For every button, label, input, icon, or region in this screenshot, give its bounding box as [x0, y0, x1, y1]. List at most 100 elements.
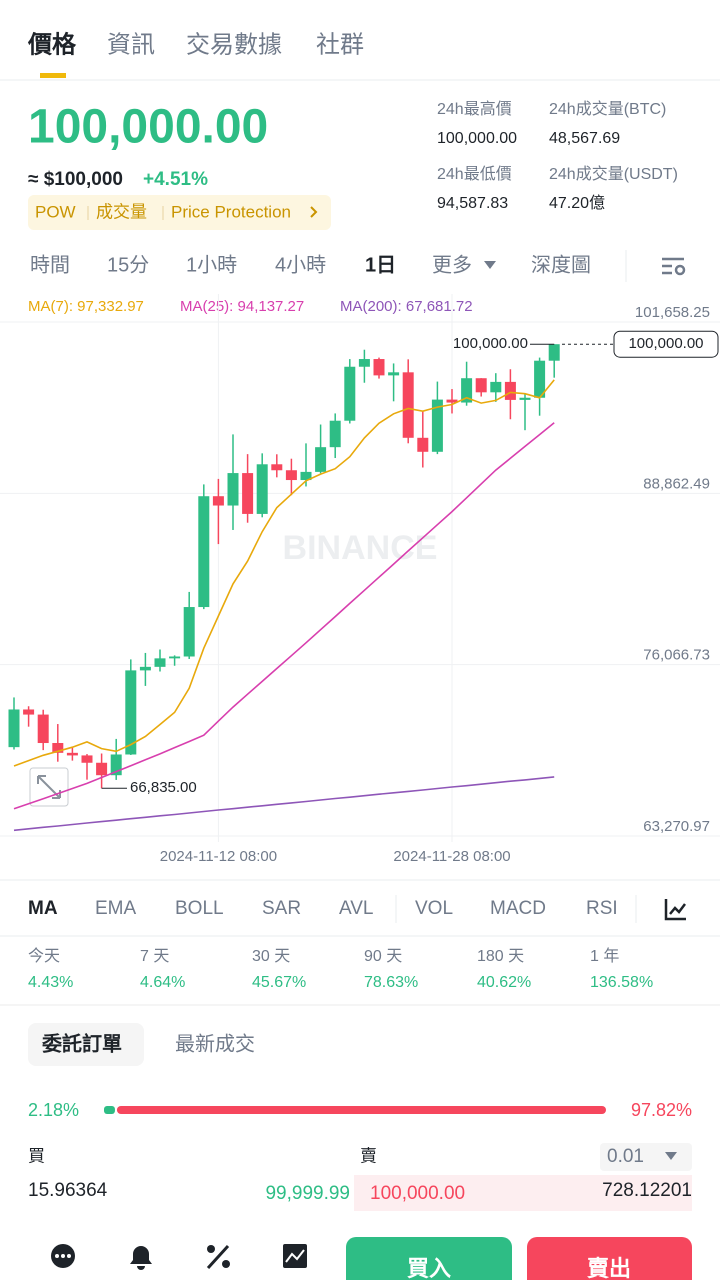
candle-body: [402, 372, 414, 438]
indicator[interactable]: EMA: [95, 898, 137, 919]
candle-body: [66, 752, 78, 756]
sell-button[interactable]: [527, 1237, 692, 1280]
candle-body: [300, 471, 312, 481]
interval[interactable]: 4小時: [275, 253, 326, 276]
ma-legend: MA(25): 94,137.27: [180, 298, 304, 315]
candle-body: [198, 496, 210, 608]
tab[interactable]: 價格: [27, 31, 77, 58]
sell-text[interactable]: 賣出: [587, 1256, 631, 1280]
candle-body: [52, 743, 64, 753]
candle-body: [548, 344, 560, 361]
tag-box[interactable]: [28, 195, 331, 230]
candle-body: [271, 464, 283, 471]
perf-period: 今天: [28, 947, 60, 965]
ma-line: [13, 422, 555, 810]
bid-qty: 15.96364: [28, 1180, 108, 1201]
more-icon[interactable]: [51, 1244, 75, 1268]
perf-period: 30 天: [252, 948, 290, 965]
stat-value: 94,587.83: [437, 195, 508, 212]
precision-box[interactable]: [600, 1143, 692, 1171]
interval[interactable]: 1小時: [186, 253, 237, 276]
candle-body: [388, 372, 400, 376]
stat-value: 100,000.00: [437, 130, 517, 147]
ask-qty: 728.12201: [602, 1180, 692, 1201]
candle-body: [212, 496, 224, 506]
dropdown-arrow: [484, 261, 496, 269]
ob-tab[interactable]: 委託訂單: [41, 1031, 122, 1055]
candle-body: [358, 359, 370, 367]
tab[interactable]: 社群: [316, 31, 364, 58]
chart-nav-icon[interactable]: [283, 1244, 307, 1268]
buy-text[interactable]: 買入: [407, 1256, 451, 1280]
buy-button[interactable]: [346, 1237, 512, 1280]
perf-period: 7 天: [140, 948, 169, 965]
candle-body: [461, 378, 473, 403]
indicator[interactable]: MACD: [490, 898, 546, 919]
y-tick-label: 63,270.97: [643, 818, 710, 835]
chart-icon[interactable]: [664, 899, 686, 921]
ma-line: [13, 379, 555, 767]
candle-body: [315, 447, 327, 472]
indicator[interactable]: AVL: [339, 898, 374, 919]
indicator[interactable]: BOLL: [175, 898, 224, 919]
sell-ratio: 97.82%: [631, 1100, 692, 1120]
candle-body: [534, 360, 546, 398]
alert-icon[interactable]: [130, 1246, 152, 1270]
candle-body: [169, 656, 181, 659]
last-price: 100,000.00: [28, 101, 268, 154]
buy-label: 買: [28, 1146, 45, 1165]
indicator[interactable]: MA: [28, 898, 58, 919]
x-tick-label: 2024-11-12 08:00: [160, 848, 277, 865]
perf-period: 180 天: [477, 948, 524, 965]
tag: POW: [35, 202, 76, 221]
dropdown-arrow: [665, 1152, 677, 1160]
candle-body: [490, 381, 502, 393]
usd-price: ≈ $100,000: [28, 169, 123, 190]
candle-body: [139, 666, 151, 671]
interval[interactable]: 更多: [432, 253, 472, 276]
tab[interactable]: 交易數據: [186, 31, 282, 58]
settings-icon[interactable]: [662, 257, 686, 276]
y-tick-label: 88,862.49: [643, 475, 710, 492]
candle-body: [242, 473, 254, 514]
x-tick-label: 2024-11-28 08:00: [393, 848, 510, 865]
interval[interactable]: 15分: [107, 253, 149, 276]
interval[interactable]: 時間: [30, 253, 70, 276]
candle-body: [37, 714, 49, 744]
ma-legend: MA(7): 97,332.97: [28, 298, 144, 315]
y-tick-label: 76,066.73: [643, 647, 710, 664]
tab[interactable]: 資訊: [107, 31, 155, 58]
candle-body: [8, 709, 20, 748]
perf-value: 136.58%: [590, 974, 653, 991]
ob-tab[interactable]: 最新成交: [175, 1032, 255, 1055]
price-change: +4.51%: [143, 169, 208, 190]
candle-body: [285, 470, 297, 481]
perf-value: 45.67%: [252, 974, 306, 991]
candle-body: [183, 607, 195, 657]
last-price-box: [613, 330, 719, 358]
perf-period: 90 天: [364, 948, 402, 965]
interval[interactable]: 深度圖: [531, 253, 591, 276]
indicator[interactable]: SAR: [262, 898, 301, 919]
high-label: 100,000.00: [453, 335, 528, 352]
plot: BINANCE: [0, 294, 720, 842]
candle-body: [417, 437, 429, 452]
candle-body: [81, 755, 93, 763]
y-tick-label: 101,658.25: [635, 304, 710, 321]
convert-icon[interactable]: [206, 1244, 230, 1270]
perf-value: 78.63%: [364, 974, 418, 991]
expand-icon[interactable]: [29, 767, 69, 807]
stat-label: 24h最高價: [437, 100, 512, 118]
indicator[interactable]: RSI: [586, 898, 618, 919]
buy-ratio: 2.18%: [28, 1100, 79, 1120]
divider: [0, 1004, 720, 1006]
candle-body: [227, 473, 239, 506]
tag: 成交量: [96, 202, 147, 221]
candle-body: [110, 754, 122, 776]
tab-indicator: [40, 73, 66, 78]
candle-body: [519, 397, 531, 400]
indicator[interactable]: VOL: [415, 898, 453, 919]
active-tab-bg[interactable]: [28, 1023, 144, 1066]
ask-price: 100,000.00: [370, 1183, 465, 1204]
interval[interactable]: 1日: [365, 254, 396, 276]
